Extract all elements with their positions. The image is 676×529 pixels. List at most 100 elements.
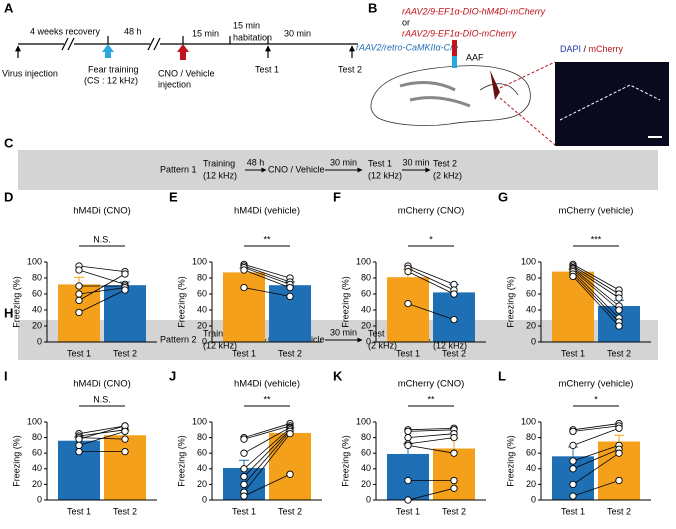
subject-point	[615, 449, 623, 457]
step: (2 kHz)	[433, 170, 462, 180]
subject-point	[75, 435, 83, 443]
y-tick-label: 60	[197, 288, 207, 298]
y-tick-label: 20	[32, 320, 42, 330]
y-tick-label: 40	[526, 463, 536, 473]
y-tick-label: 100	[521, 256, 536, 266]
step: (2 kHz)	[368, 340, 397, 350]
x-tick-label: Test 1	[561, 506, 585, 516]
pattern-name: Pattern 2	[160, 334, 197, 344]
subject-point	[450, 449, 458, 457]
chart-title: mCherry (vehicle)	[559, 206, 634, 217]
y-tick-label: 0	[531, 336, 536, 346]
chart-title: hM4Di (CNO)	[73, 379, 131, 390]
subject-point	[569, 441, 577, 450]
subject-point	[569, 480, 577, 489]
pair-line	[572, 445, 620, 462]
error-bar	[614, 434, 624, 442]
significance: N.S.	[93, 234, 111, 244]
y-tick-label: 40	[197, 463, 207, 473]
pair-line	[243, 267, 291, 285]
pair-line	[572, 273, 620, 323]
pair-line	[572, 269, 620, 311]
pair-line	[572, 267, 620, 299]
x-tick-label: Test 2	[113, 506, 137, 516]
pair-line	[78, 425, 126, 440]
zoom-line	[499, 61, 556, 146]
step: Test 2	[433, 158, 457, 168]
y-axis-label: Freezing (%)	[505, 435, 515, 487]
y-tick-label: 100	[27, 416, 42, 426]
step: Training	[203, 328, 235, 338]
pair-line	[407, 303, 455, 320]
subject-point	[75, 282, 83, 290]
y-tick-label: 80	[361, 272, 371, 282]
pair-line	[572, 425, 620, 432]
step: CNO / Vehicle	[268, 164, 325, 174]
y-tick-label: 40	[197, 304, 207, 314]
arrow-red	[177, 44, 189, 60]
subject-point	[286, 283, 294, 292]
stain: mCherry	[589, 44, 624, 54]
x-tick-label: Test 2	[442, 348, 466, 358]
step: (12 kHz)	[433, 340, 467, 350]
y-tick-label: 80	[32, 432, 42, 442]
subject-point	[404, 476, 412, 485]
pair-line	[243, 269, 291, 288]
chart-title: mCherry (CNO)	[398, 206, 465, 217]
chart-title: hM4Di (vehicle)	[234, 379, 300, 390]
pair-line	[572, 448, 620, 470]
subject-point	[286, 430, 294, 438]
subject-point	[404, 299, 412, 308]
subject-point	[404, 433, 412, 442]
pair-line	[243, 473, 291, 497]
subject-point	[450, 484, 458, 492]
step: (12 kHz)	[203, 340, 237, 350]
y-tick-label: 60	[197, 448, 207, 458]
y-tick-label: 20	[526, 320, 536, 330]
subject-point	[75, 266, 83, 274]
pair-line	[243, 427, 291, 470]
event: Test 1	[255, 64, 279, 74]
pair-line	[78, 269, 126, 285]
x-tick-label: Test 1	[396, 506, 420, 516]
interval: 15 min	[192, 28, 219, 38]
pair-line	[243, 429, 291, 477]
stain-label: DAPI / mCherry	[560, 44, 624, 54]
bar	[223, 272, 265, 342]
subject-point	[240, 472, 248, 481]
y-tick-label: 100	[356, 416, 371, 426]
y-tick-label: 0	[202, 336, 207, 346]
y-tick-label: 60	[32, 448, 42, 458]
pair-line	[243, 265, 291, 283]
panel-letter: E	[169, 189, 178, 204]
y-tick-label: 80	[197, 432, 207, 442]
event: Virus injection	[2, 68, 58, 78]
y-axis-label: Freezing (%)	[340, 276, 350, 328]
x-tick-label: Test 2	[607, 348, 631, 358]
y-tick-label: 80	[197, 272, 207, 282]
panel-letter: K	[333, 368, 343, 383]
subject-point	[121, 270, 129, 278]
bar	[387, 277, 429, 342]
subject-point	[404, 441, 412, 450]
y-tick-label: 80	[526, 272, 536, 282]
subject-point	[75, 296, 83, 305]
subject-point	[121, 447, 129, 456]
subject-point	[404, 496, 412, 504]
y-tick-label: 80	[32, 272, 42, 282]
arrow-blue	[102, 44, 114, 58]
subject-point	[615, 424, 623, 432]
step: (12 kHz)	[203, 170, 237, 180]
x-tick-label: Test 2	[113, 348, 137, 358]
y-tick-label: 100	[521, 416, 536, 426]
x-tick-label: Test 2	[278, 348, 302, 358]
pair-line	[407, 433, 455, 438]
y-tick-label: 60	[361, 288, 371, 298]
panel-letter: H	[4, 305, 13, 320]
bar	[552, 271, 594, 342]
y-tick-label: 40	[526, 304, 536, 314]
subject-point	[240, 283, 248, 292]
pair-line	[78, 425, 126, 435]
bar	[104, 285, 146, 342]
y-tick-label: 0	[37, 336, 42, 346]
